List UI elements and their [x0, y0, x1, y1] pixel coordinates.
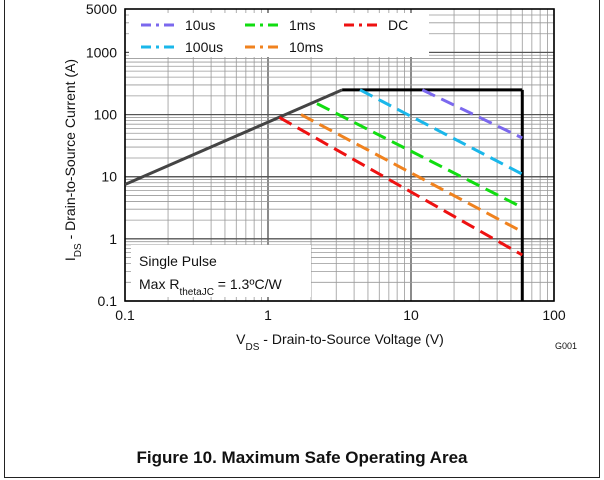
plot-border — [124, 8, 555, 302]
soa-chart: 0.1 1 10 100 0.1 1 10 100 1000 5000 10us 1ms DC 100… — [62, 1, 577, 353]
y-tick-label: 10 — [101, 169, 117, 185]
y-tick-label: 5000 — [86, 1, 117, 17]
legend-label-10ms: 10ms — [289, 39, 323, 55]
y-axis-label: IDS - Drain-to-Source Current (A) — [62, 59, 84, 261]
x-tick-label: 10 — [403, 307, 419, 323]
legend-label-1ms: 1ms — [289, 17, 315, 33]
x-axis-label: VDS - Drain-to-Source Voltage (V) — [236, 331, 444, 353]
legend-label-DC: DC — [388, 17, 408, 33]
annotation-line2: Max RthetaJC = 1.3ºC/W — [139, 276, 282, 298]
y-tick-label: 1 — [109, 231, 117, 247]
series-line-DC — [278, 116, 524, 257]
figure-frame — [4, 0, 600, 478]
series-line-10ms — [300, 113, 523, 234]
annotation-box — [131, 245, 311, 297]
series-line-10us — [421, 88, 523, 140]
legend: 10us 1ms DC 100us 10ms — [129, 13, 429, 57]
figure-caption: Figure 10. Maximum Safe Operating Area — [136, 448, 468, 467]
x-tick-label: 0.1 — [115, 307, 135, 323]
y-tick-labels: 0.1 1 10 100 1000 5000 — [86, 1, 117, 309]
figure-id: G001 — [555, 341, 577, 351]
series-lines — [278, 88, 524, 257]
y-tick-label: 0.1 — [98, 293, 118, 309]
legend-box — [129, 13, 429, 57]
series-line-100us — [359, 88, 523, 176]
y-tick-label: 1000 — [86, 44, 117, 60]
annotation-line1: Single Pulse — [139, 253, 217, 269]
legend-label-100us: 100us — [185, 39, 223, 55]
legend-label-10us: 10us — [185, 17, 215, 33]
rdson-limit-line — [125, 88, 343, 186]
x-tick-label: 100 — [542, 307, 566, 323]
x-tick-labels: 0.1 1 10 100 — [115, 307, 566, 323]
soa-boundary — [125, 88, 524, 301]
y-tick-label: 100 — [94, 107, 118, 123]
x-tick-label: 1 — [264, 307, 272, 323]
series-line-1ms — [316, 102, 523, 209]
